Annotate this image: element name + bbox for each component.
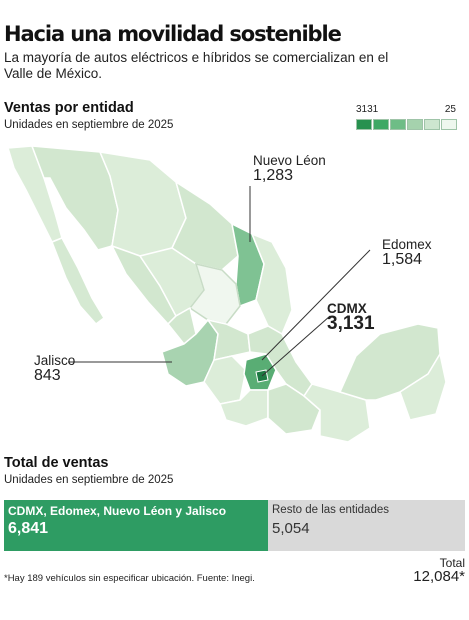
page-title: Hacia una movilidad sostenible [4, 22, 342, 46]
state-quintana-roo [399, 351, 447, 421]
bar-label: Resto de las entidades [272, 504, 389, 516]
callout-name: CDMX [327, 301, 367, 316]
legend-swatch [373, 119, 389, 130]
bar-value: 6,841 [8, 520, 49, 537]
legend-swatch [441, 119, 457, 130]
state-baja-california-sur [51, 237, 105, 326]
legend-min-label: 25 [444, 104, 456, 115]
legend-max-label: 3131 [356, 104, 379, 115]
state-chiapas [303, 383, 371, 443]
callout-value: 843 [34, 367, 61, 384]
state-oaxaca [267, 383, 321, 435]
callout-name: Nuevo Léon [253, 153, 326, 168]
state-guanajuato [206, 318, 251, 361]
total-sales: Total 12,084* [413, 556, 465, 584]
legend-swatch [390, 119, 406, 130]
sales-by-state-subtitle: Unidades en septiembre de 2025 [4, 119, 174, 131]
total-value: 12,084* [413, 568, 465, 585]
callout-edomex: Edomex 1,584 [382, 237, 432, 268]
callout-value: 3,131 [327, 313, 375, 334]
legend-swatch [424, 119, 440, 130]
callout-jalisco: Jalisco 843 [34, 353, 76, 384]
legend-swatch [356, 119, 372, 130]
total-label: Total [439, 556, 465, 570]
leader-edomex [261, 249, 371, 361]
bar-label: CDMX, Edomex, Nuevo Léon y Jalisco [8, 504, 227, 518]
footnote: *Hay 189 vehículos sin especificar ubica… [4, 573, 255, 584]
callout-value: 1,283 [253, 167, 294, 184]
legend-swatch [407, 119, 423, 130]
total-sales-title: Total de ventas [4, 455, 109, 471]
total-sales-subtitle: Unidades en septiembre de 2025 [4, 474, 174, 486]
leader-cdmx [261, 315, 331, 377]
mexico-map [7, 145, 447, 443]
bar-top-states: CDMX, Edomex, Nuevo Léon y Jalisco 6,841 [4, 500, 268, 551]
state-nayarit [166, 306, 197, 346]
callout-value: 1,584 [382, 251, 423, 268]
callout-nuevo-leon: Nuevo Léon 1,283 [253, 153, 326, 184]
color-legend: 3131 25 [356, 104, 457, 134]
callout-name: Jalisco [34, 353, 76, 368]
callout-name: Edomex [382, 237, 432, 252]
legend-swatches [356, 119, 457, 130]
bar-rest-states: Resto de las entidades 5,054 [268, 500, 465, 551]
bar-value: 5,054 [272, 520, 310, 537]
page-subtitle: La mayoría de autos eléctricos e híbrido… [4, 50, 389, 81]
callout-cdmx: CDMX 3,131 [327, 301, 375, 334]
sales-by-state-title: Ventas por entidad [4, 100, 134, 116]
